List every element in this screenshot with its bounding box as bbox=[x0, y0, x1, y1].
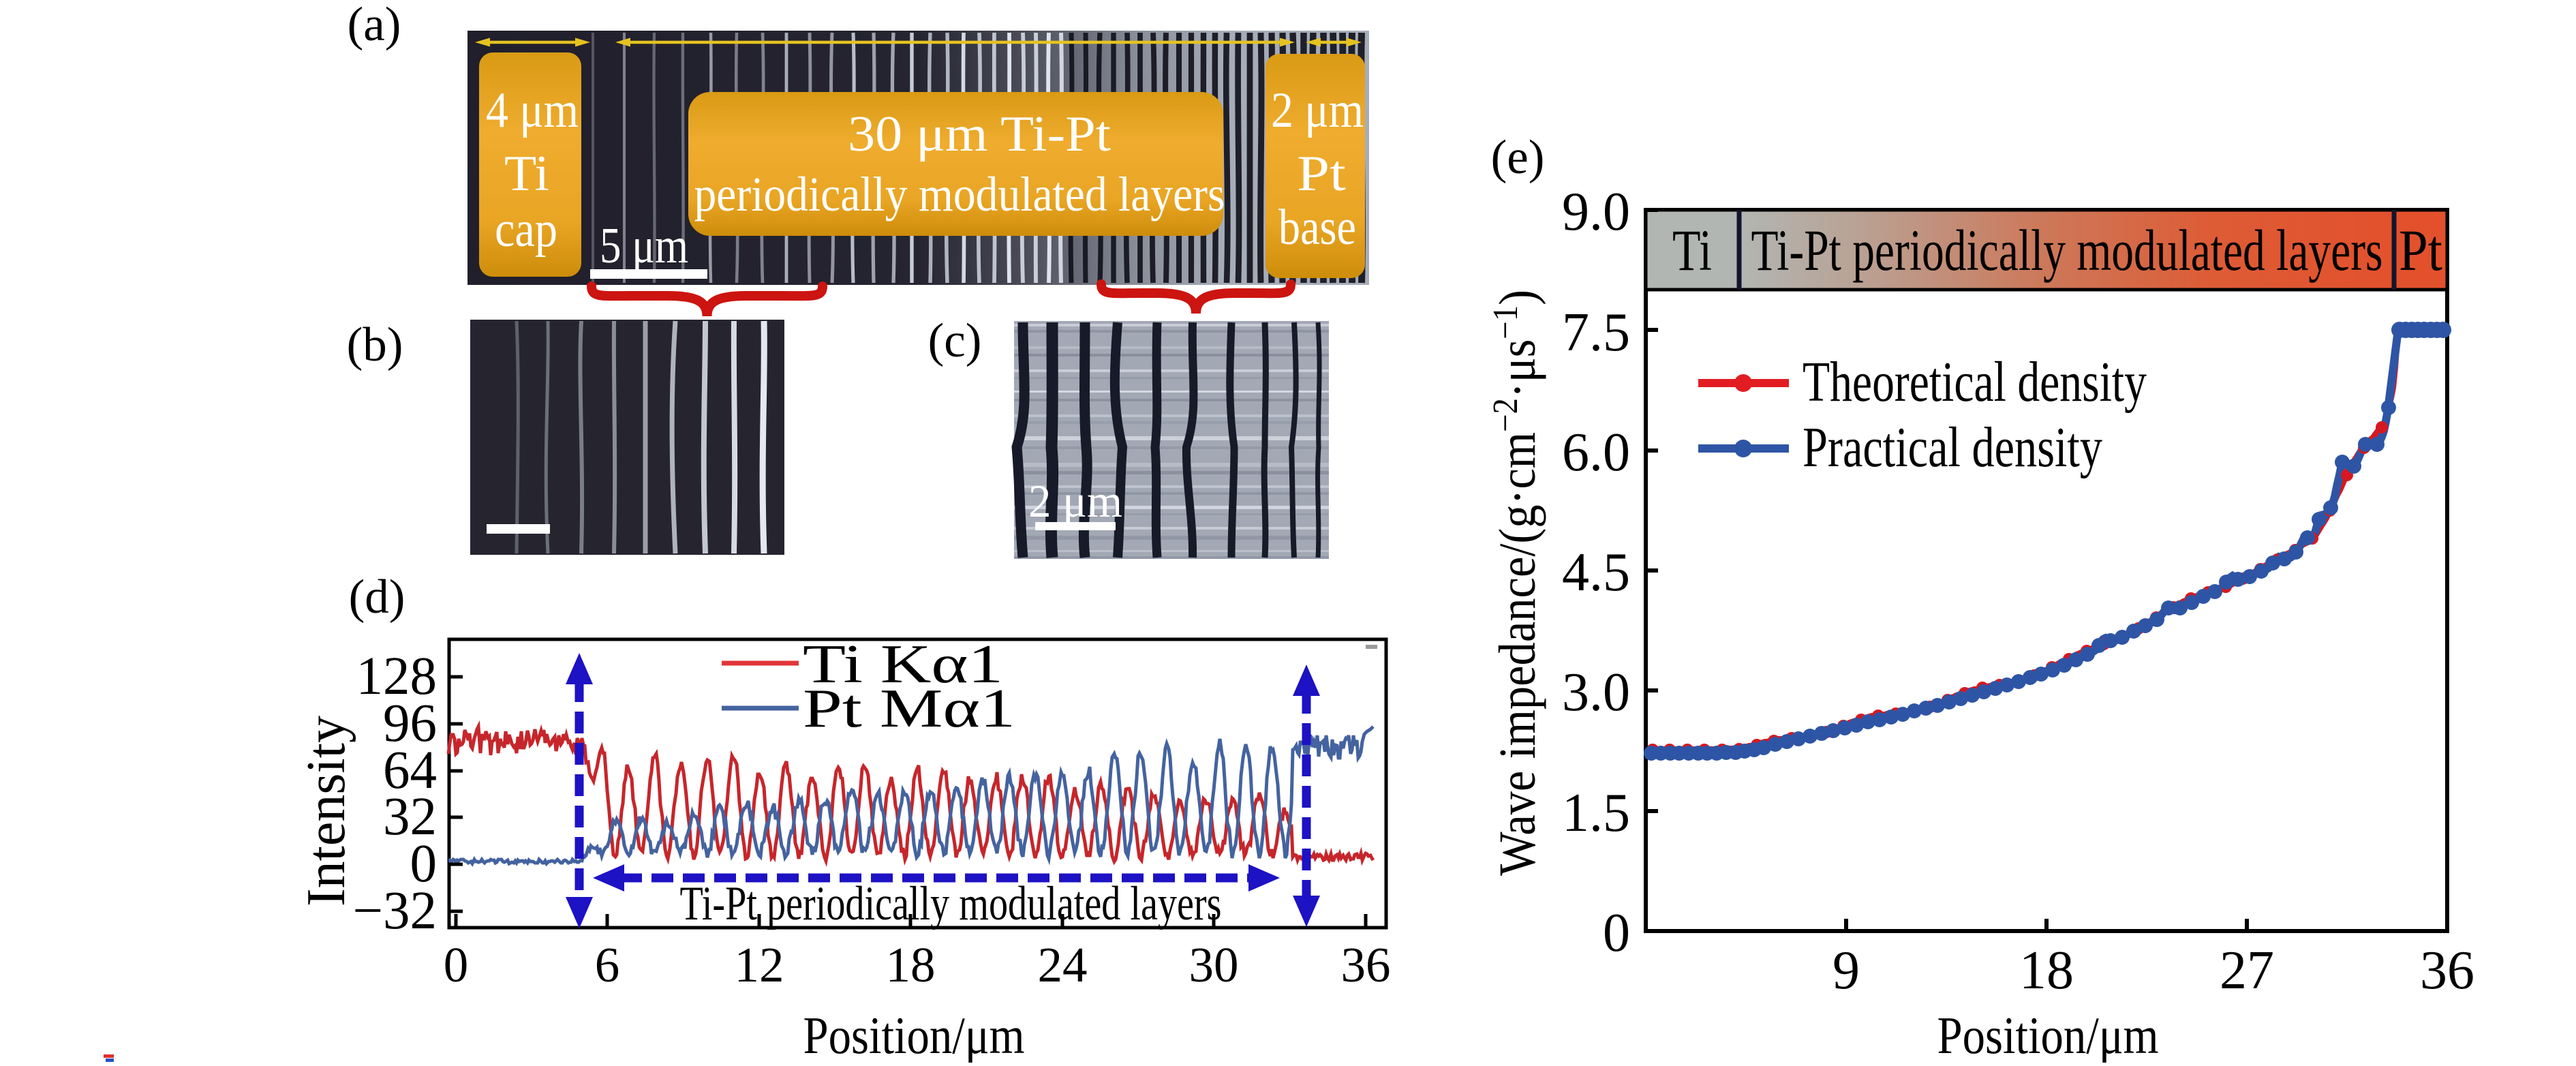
svg-text:18: 18 bbox=[2019, 941, 2074, 1001]
svg-text:(c): (c) bbox=[928, 314, 982, 367]
svg-text:96: 96 bbox=[383, 694, 437, 753]
svg-text:128: 128 bbox=[356, 647, 438, 706]
svg-text:Ti-Pt periodically modulated l: Ti-Pt periodically modulated layers bbox=[1751, 217, 2383, 283]
svg-text:3.0: 3.0 bbox=[1562, 663, 1630, 722]
svg-text:4 μm: 4 μm bbox=[486, 82, 579, 138]
svg-text:periodically modulated layers: periodically modulated layers bbox=[694, 167, 1225, 222]
svg-text:Position/μm: Position/μm bbox=[1937, 1006, 2159, 1063]
svg-text:18: 18 bbox=[886, 937, 936, 992]
svg-text:2 μm: 2 μm bbox=[1271, 82, 1364, 138]
svg-text:(d): (d) bbox=[349, 570, 405, 624]
svg-text:Intensity: Intensity bbox=[295, 716, 356, 907]
svg-text:36: 36 bbox=[2420, 941, 2474, 1001]
svg-text:12: 12 bbox=[735, 937, 784, 992]
svg-text:30: 30 bbox=[1189, 937, 1239, 992]
svg-text:cap: cap bbox=[495, 202, 557, 258]
svg-text:base: base bbox=[1278, 200, 1356, 256]
svg-text:32: 32 bbox=[383, 787, 437, 847]
svg-text:64: 64 bbox=[383, 741, 437, 800]
svg-text:Wave impedance/(g·cm−2·μs−1): Wave impedance/(g·cm−2·μs−1) bbox=[1486, 290, 1546, 876]
svg-text:(a): (a) bbox=[348, 0, 401, 51]
svg-text:5 μm: 5 μm bbox=[600, 218, 688, 274]
svg-text:Pt Mα1: Pt Mα1 bbox=[803, 679, 1015, 739]
svg-text:4.5: 4.5 bbox=[1562, 543, 1630, 603]
svg-text:36: 36 bbox=[1341, 937, 1391, 992]
svg-text:9.0: 9.0 bbox=[1562, 182, 1630, 242]
svg-text:Ti: Ti bbox=[504, 146, 549, 202]
svg-text:9: 9 bbox=[1833, 941, 1860, 1001]
svg-text:1.5: 1.5 bbox=[1562, 783, 1630, 843]
svg-text:6: 6 bbox=[595, 937, 620, 992]
svg-text:Theoretical density: Theoretical density bbox=[1803, 350, 2147, 414]
svg-text:−32: −32 bbox=[352, 881, 437, 941]
svg-text:7.5: 7.5 bbox=[1562, 303, 1630, 363]
svg-text:24: 24 bbox=[1038, 937, 1088, 992]
svg-text:Ti: Ti bbox=[1672, 217, 1712, 283]
svg-text:Pt: Pt bbox=[2399, 217, 2442, 283]
svg-text:Position/μm: Position/μm bbox=[803, 1006, 1025, 1063]
svg-text:(e): (e) bbox=[1491, 131, 1545, 184]
svg-text:Practical density: Practical density bbox=[1803, 416, 2102, 479]
svg-text:0: 0 bbox=[410, 834, 438, 894]
svg-text:Ti-Pt periodically modulated l: Ti-Pt periodically modulated layers bbox=[680, 877, 1222, 930]
svg-text:27: 27 bbox=[2220, 941, 2274, 1001]
svg-text:30 μm Ti-Pt: 30 μm Ti-Pt bbox=[848, 106, 1111, 162]
svg-text:0: 0 bbox=[444, 937, 469, 992]
svg-text:Ti Kα1: Ti Kα1 bbox=[803, 635, 1003, 695]
svg-text:2 μm: 2 μm bbox=[1028, 475, 1122, 527]
svg-text:Pt: Pt bbox=[1297, 146, 1347, 202]
svg-text:6.0: 6.0 bbox=[1562, 423, 1630, 483]
svg-text:(b): (b) bbox=[347, 318, 403, 371]
svg-text:0: 0 bbox=[1603, 903, 1630, 963]
